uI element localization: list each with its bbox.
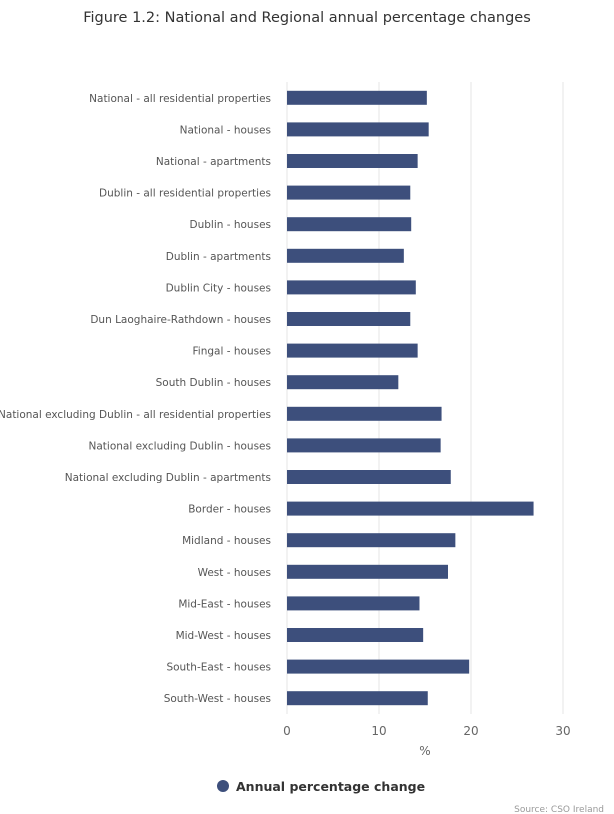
legend[interactable]: Annual percentage change: [217, 779, 425, 794]
x-tick-label: 0: [283, 724, 291, 738]
category-label: National excluding Dublin - apartments: [65, 472, 271, 484]
bar[interactable]: [287, 375, 399, 390]
x-axis-title: %: [419, 744, 430, 758]
bar[interactable]: [287, 185, 411, 200]
x-tick-labels: 0 10 20 30: [283, 724, 570, 738]
grid-lines: [286, 82, 564, 714]
category-label: West - houses: [198, 567, 271, 579]
bar[interactable]: [287, 312, 411, 326]
category-label: National excluding Dublin - all resident…: [0, 409, 271, 421]
bar[interactable]: [287, 343, 418, 358]
category-label: Dublin - houses: [190, 219, 272, 231]
bar[interactable]: [287, 533, 456, 548]
category-label: Mid-West - houses: [176, 630, 271, 642]
category-label: National excluding Dublin - houses: [89, 440, 271, 452]
bars: [287, 90, 534, 706]
category-label: South-West - houses: [164, 693, 271, 705]
bar[interactable]: [287, 154, 418, 168]
bar[interactable]: [287, 438, 441, 453]
legend-label: Annual percentage change: [236, 779, 425, 794]
category-label: Dun Laoghaire-Rathdown - houses: [90, 314, 271, 326]
bar[interactable]: [287, 90, 427, 105]
category-label: National - apartments: [156, 156, 271, 168]
category-label: Mid-East - houses: [178, 598, 271, 610]
bar[interactable]: [287, 659, 470, 674]
category-label: National - all residential properties: [89, 93, 271, 105]
bar[interactable]: [287, 501, 534, 516]
category-label: South Dublin - houses: [156, 377, 271, 389]
bar[interactable]: [287, 691, 428, 706]
x-tick-label: 10: [371, 724, 386, 738]
source-credit: Source: CSO Ireland: [514, 805, 604, 814]
chart-title: Figure 1.2: National and Regional annual…: [83, 10, 531, 26]
category-labels: National - all residential properties Nat…: [0, 93, 271, 705]
bar[interactable]: [287, 628, 424, 642]
bar[interactable]: [287, 122, 429, 137]
category-label: Dublin - all residential properties: [99, 188, 271, 200]
x-tick-label: 20: [463, 724, 478, 738]
bar[interactable]: [287, 470, 451, 484]
category-label: Border - houses: [188, 504, 271, 516]
category-label: Fingal - houses: [193, 346, 271, 358]
category-label: South-East - houses: [166, 662, 271, 674]
bar[interactable]: [287, 217, 412, 232]
x-tick-label: 30: [555, 724, 570, 738]
bar[interactable]: [287, 564, 448, 579]
bar[interactable]: [287, 280, 416, 295]
category-label: Dublin City - houses: [166, 282, 271, 294]
category-label: Midland - houses: [182, 535, 271, 547]
bar[interactable]: [287, 596, 420, 611]
legend-swatch: [217, 780, 229, 792]
category-label: Dublin - apartments: [166, 251, 271, 263]
bar[interactable]: [287, 248, 404, 263]
bar[interactable]: [287, 406, 442, 421]
category-label: National - houses: [180, 124, 271, 136]
